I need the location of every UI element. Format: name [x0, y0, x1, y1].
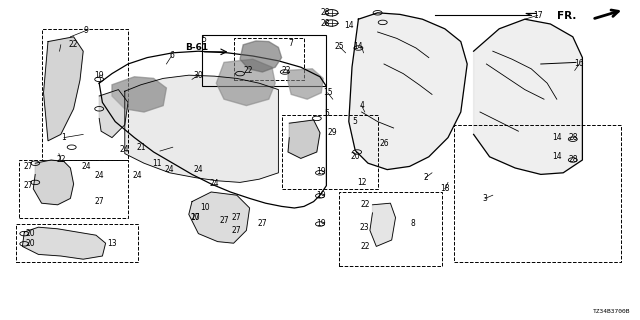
Text: 14: 14 — [552, 133, 562, 142]
Text: 24: 24 — [193, 165, 204, 174]
Text: 22: 22 — [360, 200, 369, 209]
Text: 24: 24 — [132, 172, 143, 180]
Bar — [16, 224, 138, 262]
Text: 22: 22 — [360, 242, 369, 251]
Text: 19: 19 — [316, 167, 326, 176]
Polygon shape — [125, 75, 278, 182]
Text: 24: 24 — [81, 162, 92, 171]
Text: 20: 20 — [350, 152, 360, 161]
Text: 17: 17 — [532, 11, 543, 20]
Text: 24: 24 — [164, 165, 175, 174]
Text: 28: 28 — [568, 133, 577, 142]
Text: 5: 5 — [201, 36, 206, 44]
Text: 11: 11 — [152, 159, 161, 168]
Bar — [339, 192, 442, 266]
Text: 23: 23 — [360, 223, 370, 232]
Text: 22: 22 — [282, 66, 291, 75]
Text: 22: 22 — [69, 40, 78, 49]
Text: 28: 28 — [321, 8, 330, 17]
Text: 5: 5 — [353, 117, 358, 126]
Text: 5: 5 — [324, 109, 329, 118]
Text: 27: 27 — [190, 213, 200, 222]
Text: 22: 22 — [56, 156, 65, 164]
Text: 29: 29 — [328, 128, 338, 137]
Polygon shape — [99, 90, 128, 138]
Text: 19: 19 — [316, 191, 326, 200]
Text: 27: 27 — [257, 220, 268, 228]
Polygon shape — [349, 13, 467, 170]
Text: 19: 19 — [316, 220, 326, 228]
Text: 28: 28 — [321, 20, 330, 28]
Text: TZ34B3700B: TZ34B3700B — [593, 309, 630, 314]
Text: 27: 27 — [219, 216, 229, 225]
Polygon shape — [474, 19, 582, 174]
Text: 21: 21 — [136, 143, 145, 152]
Bar — [42, 29, 128, 160]
Text: 20: 20 — [26, 229, 36, 238]
Text: 27: 27 — [24, 162, 34, 171]
Text: 27: 27 — [94, 197, 104, 206]
Polygon shape — [33, 160, 74, 205]
Text: 27: 27 — [232, 226, 242, 235]
Text: 14: 14 — [344, 21, 354, 30]
Text: 14: 14 — [353, 42, 364, 51]
Polygon shape — [112, 77, 166, 112]
Text: 4: 4 — [359, 101, 364, 110]
Text: 27: 27 — [232, 213, 242, 222]
Text: 6: 6 — [169, 52, 174, 60]
Text: 26: 26 — [379, 140, 389, 148]
Text: 25: 25 — [334, 42, 344, 51]
Text: 18: 18 — [440, 184, 449, 193]
Polygon shape — [288, 69, 323, 99]
Polygon shape — [44, 37, 83, 141]
Text: 8: 8 — [410, 220, 415, 228]
Polygon shape — [216, 59, 275, 106]
Text: 20: 20 — [26, 239, 36, 248]
Polygon shape — [189, 192, 250, 243]
Text: 14: 14 — [552, 152, 562, 161]
Text: 28: 28 — [568, 156, 577, 164]
Text: B-61: B-61 — [186, 43, 209, 52]
Bar — [202, 35, 326, 86]
Text: 24: 24 — [209, 180, 220, 188]
Polygon shape — [240, 41, 282, 72]
Text: 1: 1 — [61, 133, 67, 142]
Polygon shape — [370, 203, 396, 246]
Text: 24: 24 — [94, 172, 104, 180]
Text: FR.: FR. — [557, 11, 576, 21]
Polygon shape — [22, 227, 106, 259]
Text: 3: 3 — [483, 194, 488, 203]
Bar — [454, 125, 621, 262]
Text: 13: 13 — [107, 239, 117, 248]
Text: 12: 12 — [357, 178, 366, 187]
Text: 9: 9 — [84, 26, 89, 35]
Text: 7: 7 — [289, 39, 294, 48]
Text: 10: 10 — [190, 213, 200, 222]
Text: 16: 16 — [574, 60, 584, 68]
Text: 24: 24 — [120, 145, 130, 154]
Text: 2: 2 — [423, 173, 428, 182]
Polygon shape — [288, 120, 320, 158]
Text: 27: 27 — [24, 181, 34, 190]
Text: 22: 22 — [244, 66, 253, 75]
Text: 10: 10 — [200, 204, 210, 212]
Text: 15: 15 — [323, 88, 333, 97]
Bar — [19, 160, 128, 218]
Bar — [234, 38, 304, 80]
Bar — [282, 115, 378, 189]
Text: 19: 19 — [94, 71, 104, 80]
Text: 30: 30 — [193, 71, 204, 80]
